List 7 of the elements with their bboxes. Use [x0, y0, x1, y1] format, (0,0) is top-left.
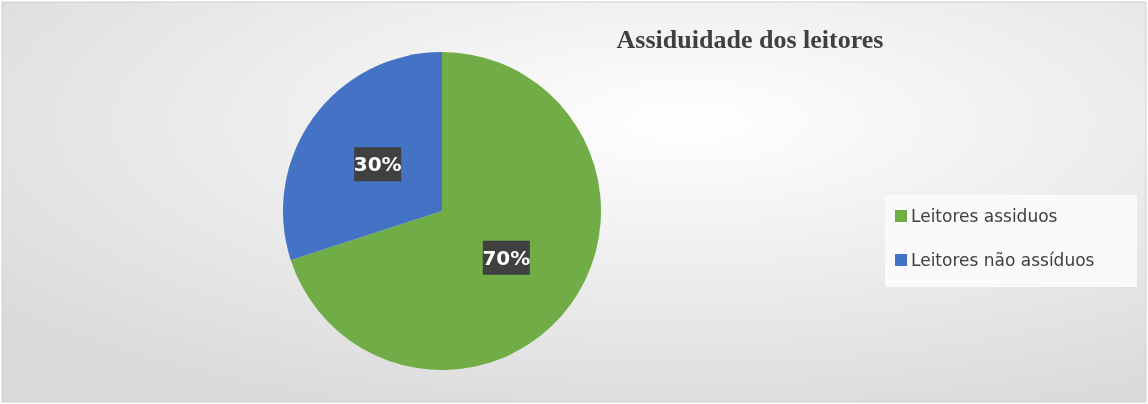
- data-label: 70%: [482, 245, 531, 270]
- data-label: 30%: [353, 152, 402, 177]
- legend-label: Leitores assiduos: [911, 206, 1058, 226]
- pie-slice: [290, 52, 601, 370]
- pie-slice: [283, 52, 442, 261]
- legend-label: Leitores não assíduos: [911, 250, 1095, 270]
- chart-title: Assiduidade dos leitores: [616, 25, 884, 54]
